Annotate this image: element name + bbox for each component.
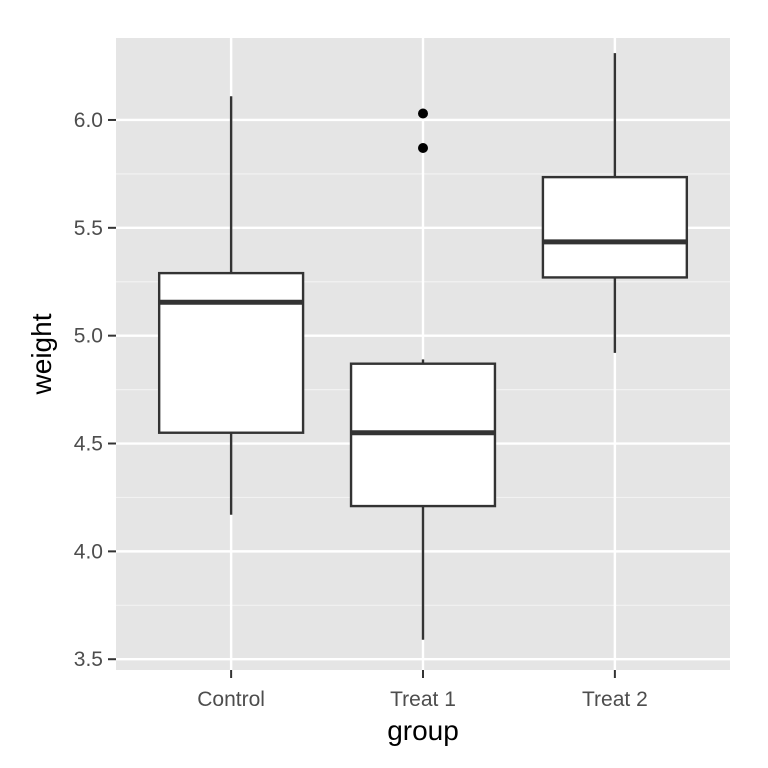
y-tick-label: 3.5 (74, 648, 103, 671)
y-axis-title: weight (26, 313, 57, 395)
y-tick-label: 5.0 (74, 325, 103, 348)
y-tick-label: 4.5 (74, 433, 103, 456)
y-tick-label: 4.0 (74, 540, 103, 563)
x-tick-label: Treat 2 (582, 688, 648, 711)
x-axis-title: group (387, 715, 459, 746)
outlier-point (418, 108, 428, 119)
outlier-point (418, 143, 428, 154)
box-2 (349, 108, 497, 640)
box-body (157, 271, 305, 434)
x-tick-label: Control (197, 688, 265, 711)
tick-labels: 3.5 4.0 4.5 5.0 5.5 6.0 Control Treat 1 Treat 2 (74, 109, 648, 711)
y-tick-label: 5.5 (74, 217, 103, 240)
box-1 (157, 96, 305, 515)
axis-ticks (108, 118, 616, 678)
x-tick-label: Treat 1 (390, 688, 456, 711)
y-tick-label: 6.0 (74, 109, 103, 132)
box-body (541, 175, 689, 279)
boxes (157, 53, 689, 640)
box-3 (541, 53, 689, 353)
